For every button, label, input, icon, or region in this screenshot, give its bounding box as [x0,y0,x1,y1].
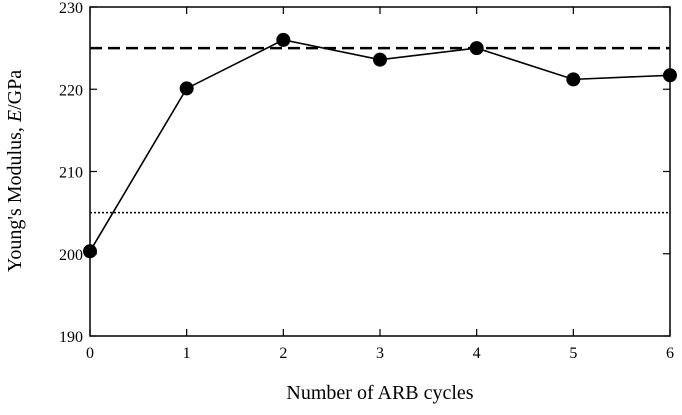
reference-lines [90,46,670,214]
x-axis-title: Number of ARB cycles [286,382,473,404]
series-line [89,39,671,252]
x-axis-ticks: 0 1 2 3 4 5 6 [86,7,674,362]
data-point [179,81,194,96]
y-axis-title-part: /GPa [4,70,26,110]
x-tick-label: 0 [86,345,94,362]
data-point [663,68,677,83]
x-tick-label: 4 [473,345,481,362]
y-tick-label: 220 [59,82,83,99]
x-tick-label: 2 [279,345,287,362]
x-tick-label: 5 [569,345,577,362]
data-point [566,72,581,87]
x-tick-label: 6 [666,345,674,362]
y-axis-title-symbol: E [4,110,26,123]
y-axis-title-part: Young's Modulus, [4,122,26,272]
data-point [83,244,97,259]
y-axis-title: Young's Modulus, E/GPa [4,70,26,272]
data-point [373,52,387,67]
x-tick-label: 3 [376,345,384,362]
y-tick-label: 210 [59,165,83,182]
y-tick-label: 230 [59,0,83,17]
y-axis-ticks: 190 200 210 220 230 [59,0,670,346]
series-layer [83,32,677,259]
data-point [276,32,291,47]
x-tick-label: 1 [183,345,191,362]
data-point [469,41,484,56]
y-tick-label: 200 [59,247,83,264]
y-tick-label: 190 [59,329,83,346]
